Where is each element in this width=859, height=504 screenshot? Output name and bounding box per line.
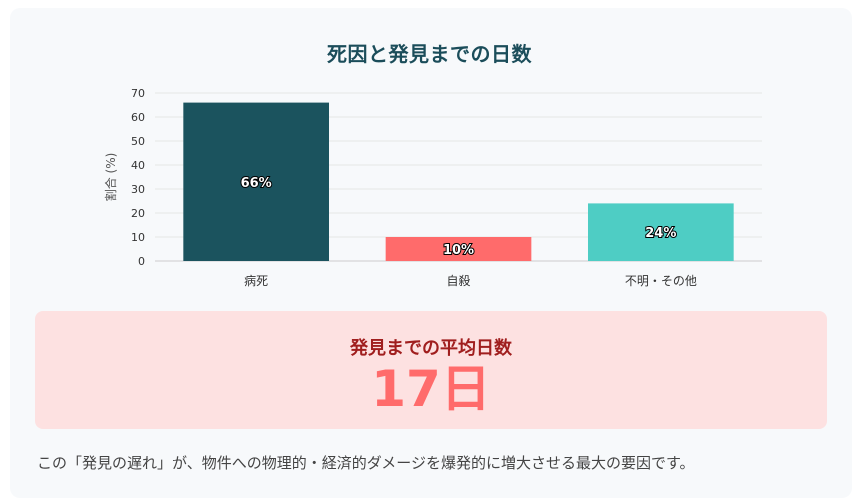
y-tick-label: 20 [131,207,145,220]
bar-chart: 0 10 20 30 40 50 60 70 割合 (%) 66% 病死 10% 自殺 24% 不明・その他 [103,87,762,288]
data-label: 24% [645,226,676,241]
bar-2 [385,237,532,261]
y-tick-label: 50 [131,135,145,148]
y-tick-label: 10 [131,231,145,244]
bar-3 [587,203,734,261]
y-tick-label: 0 [138,255,145,268]
category-label: 不明・その他 [625,274,697,288]
y-tick-label: 60 [131,111,145,124]
y-axis-label: 割合 (%) [103,153,118,202]
bar-1 [183,102,330,261]
chart-title: 死因と発見までの日数 [327,42,532,66]
average-days-value: 17日 [371,360,491,418]
average-days-box: 発見までの平均日数 17日 [35,311,827,429]
footnote-text: この「発見の遅れ」が、物件への物理的・経済的ダメージを爆発的に増大させる最大の要… [37,454,695,472]
category-label: 病死 [244,273,268,288]
data-label: 66% [241,176,272,191]
average-days-label: 発見までの平均日数 [350,338,512,359]
category-label: 自殺 [446,274,470,288]
y-tick-label: 40 [131,159,145,172]
y-tick-label: 70 [131,87,145,100]
y-tick-label: 30 [131,183,145,196]
data-label: 10% [443,243,474,258]
